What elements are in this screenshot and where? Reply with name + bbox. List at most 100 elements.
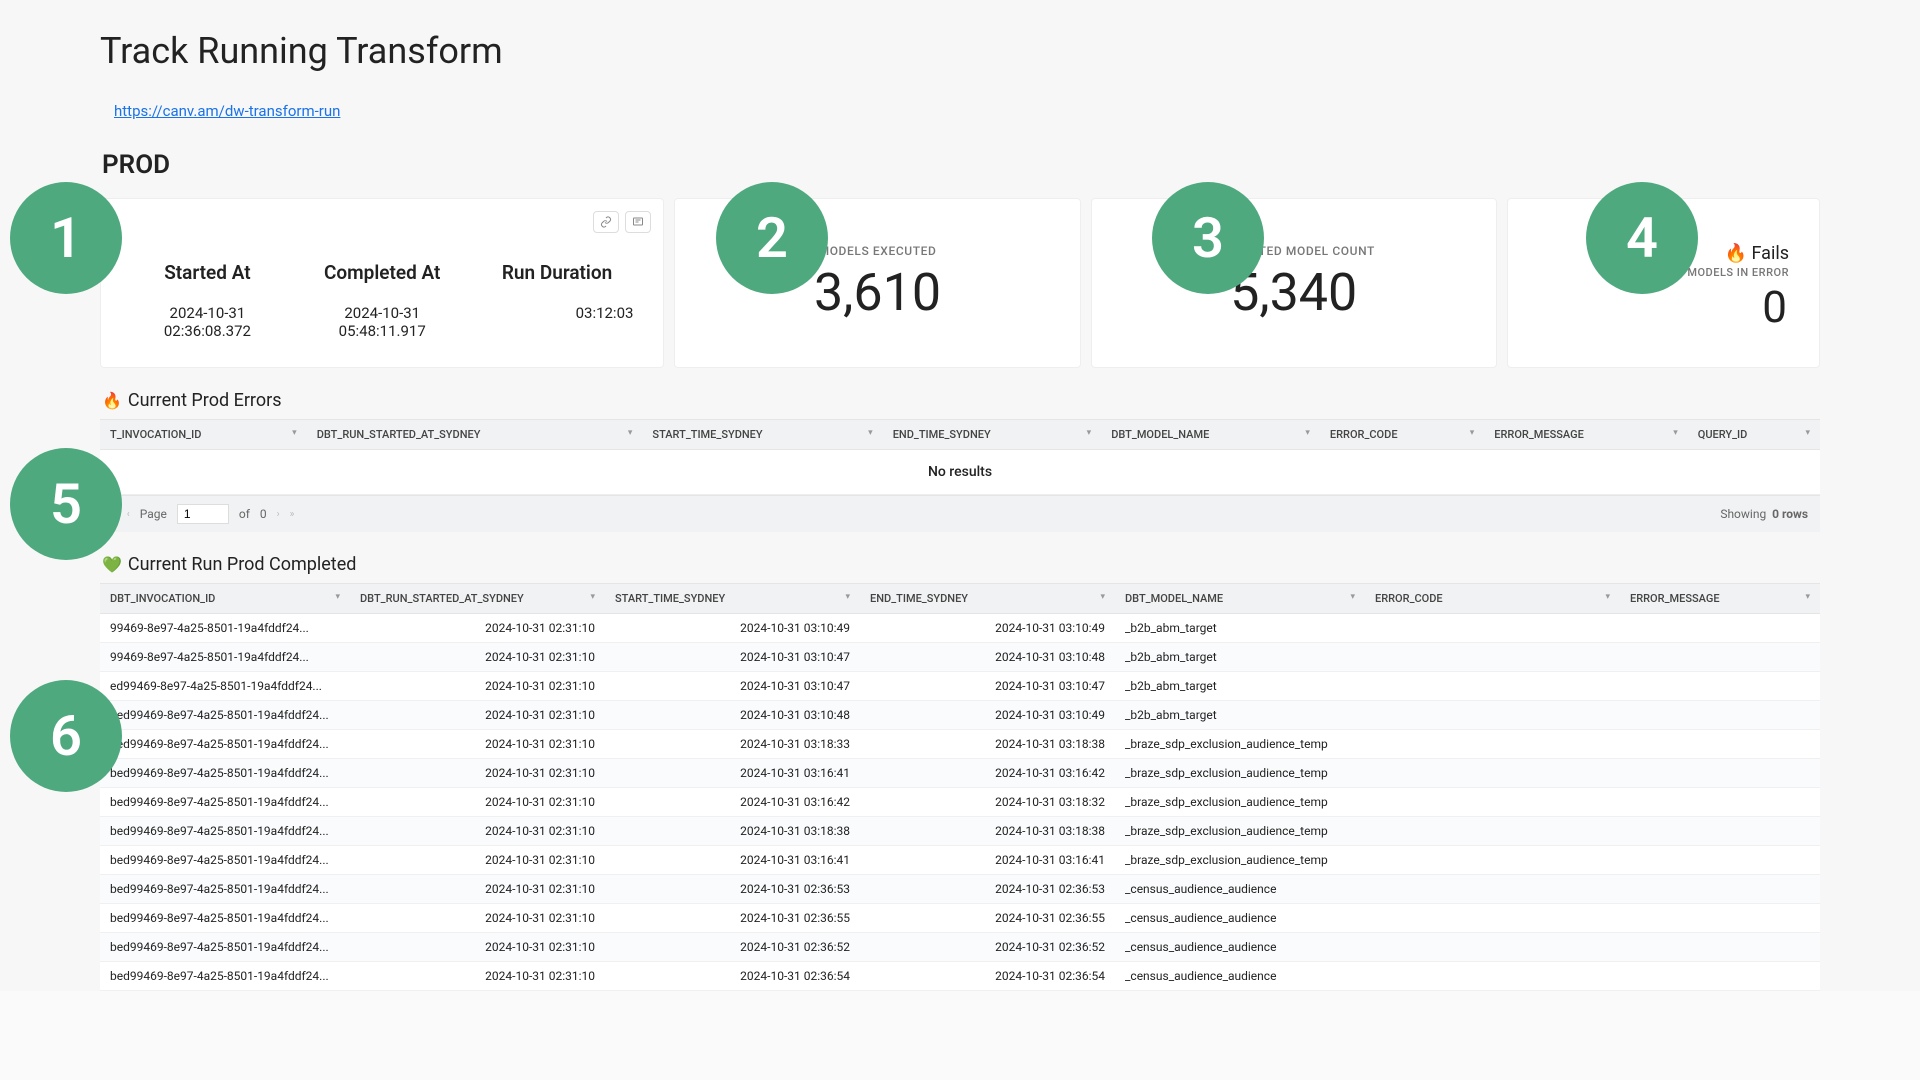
table-row[interactable]: bed99469-8e97-4a25-8501-19a4fddf24... 202… — [100, 962, 1820, 991]
table-cell: _census_audience_audience — [1115, 933, 1365, 962]
table-row[interactable]: 99469-8e97-4a25-8501-19a4fddf24...2024-1… — [100, 643, 1820, 672]
fails-sublabel: MODELS IN ERROR — [1687, 266, 1789, 279]
table-cell: 2024-10-31 02:31:10 — [350, 904, 605, 933]
pager-prev-icon[interactable]: ‹ — [127, 509, 130, 520]
table-cell: 2024-10-31 03:18:32 — [860, 788, 1115, 817]
table-cell: 2024-10-31 03:10:49 — [860, 614, 1115, 643]
errors-column-header[interactable]: T_INVOCATION_ID▾ — [100, 420, 307, 450]
table-row[interactable]: bed99469-8e97-4a25-8501-19a4fddf24...202… — [100, 788, 1820, 817]
table-cell: 2024-10-31 03:10:47 — [860, 672, 1115, 701]
table-cell: 2024-10-31 03:18:38 — [860, 817, 1115, 846]
errors-column-header[interactable]: ERROR_MESSAGE▾ — [1484, 420, 1687, 450]
table-cell — [1365, 875, 1620, 904]
completed-at-value: 2024-10-31 05:48:11.917 — [300, 304, 465, 340]
pager-showing-label: Showing — [1720, 507, 1766, 521]
fails-value: 0 — [1762, 283, 1789, 331]
pager-last-icon[interactable]: » — [290, 509, 295, 520]
pager-rows-text: 0 rows — [1772, 507, 1808, 521]
completed-column-header[interactable]: ERROR_CODE▾ — [1365, 584, 1620, 614]
table-cell — [1365, 817, 1620, 846]
table-cell — [1365, 643, 1620, 672]
run-meta-card: Started At Completed At Run Duration 202… — [100, 198, 664, 368]
table-cell: 2024-10-31 03:16:41 — [605, 846, 860, 875]
errors-column-header[interactable]: DBT_MODEL_NAME▾ — [1101, 420, 1320, 450]
table-cell: 2024-10-31 02:36:52 — [605, 933, 860, 962]
link-icon[interactable] — [593, 211, 619, 233]
table-row[interactable]: bed99469-8e97-4a25-8501-19a4fddf24...202… — [100, 933, 1820, 962]
table-row[interactable]: bed99469-8e97-4a25-8501-19a4fddf24...202… — [100, 875, 1820, 904]
table-cell: 2024-10-31 03:10:48 — [605, 701, 860, 730]
started-at-label: Started At — [125, 261, 290, 284]
errors-column-header[interactable]: DBT_RUN_STARTED_AT_SYDNEY▾ — [307, 420, 643, 450]
table-cell: 2024-10-31 02:31:10 — [350, 788, 605, 817]
table-cell — [1365, 846, 1620, 875]
table-cell — [1620, 817, 1820, 846]
completed-column-header[interactable]: DBT_RUN_STARTED_AT_SYDNEY▾ — [350, 584, 605, 614]
callout-badge-2: 2 — [716, 182, 828, 294]
table-cell: 2024-10-31 02:36:55 — [860, 904, 1115, 933]
callout-badge-4: 4 — [1586, 182, 1698, 294]
data-icon[interactable] — [625, 211, 651, 233]
table-cell: 2024-10-31 02:31:10 — [350, 701, 605, 730]
table-cell: 2024-10-31 02:31:10 — [350, 933, 605, 962]
table-cell: 99469-8e97-4a25-8501-19a4fddf24... — [100, 614, 350, 643]
table-cell: ed99469-8e97-4a25-8501-19a4fddf24... — [100, 672, 350, 701]
table-row[interactable]: bed99469-8e97-4a25-8501-19a4fddf24...202… — [100, 817, 1820, 846]
pager-page-label: Page — [140, 507, 167, 521]
run-duration-value: 03:12:03 — [475, 304, 640, 340]
errors-panel-title: 🔥 Current Prod Errors — [102, 390, 1820, 411]
table-cell: _census_audience_audience — [1115, 904, 1365, 933]
completed-table: DBT_INVOCATION_ID▾DBT_RUN_STARTED_AT_SYD… — [100, 583, 1820, 991]
fire-icon: 🔥 — [102, 391, 122, 410]
table-cell — [1365, 788, 1620, 817]
table-cell: 2024-10-31 02:31:10 — [350, 817, 605, 846]
pager-next-icon[interactable]: › — [277, 509, 280, 520]
completed-column-header[interactable]: ERROR_MESSAGE▾ — [1620, 584, 1820, 614]
table-row[interactable]: bed99469-8e97-4a25-8501-19a4fddf24...202… — [100, 730, 1820, 759]
table-cell: _braze_sdp_exclusion_audience_temp — [1115, 846, 1365, 875]
errors-column-header[interactable]: QUERY_ID▾ — [1688, 420, 1820, 450]
table-row[interactable]: bed99469-8e97-4a25-8501-19a4fddf24...202… — [100, 701, 1820, 730]
table-cell: 2024-10-31 03:18:38 — [605, 817, 860, 846]
estimated-count-card: ESTIMATED MODEL COUNT 5,340 — [1091, 198, 1497, 368]
table-cell: _braze_sdp_exclusion_audience_temp — [1115, 759, 1365, 788]
table-cell: 2024-10-31 02:31:10 — [350, 614, 605, 643]
table-row[interactable]: ed99469-8e97-4a25-8501-19a4fddf24...2024… — [100, 672, 1820, 701]
errors-column-header[interactable]: ERROR_CODE▾ — [1320, 420, 1484, 450]
table-cell: 2024-10-31 02:36:52 — [860, 933, 1115, 962]
table-cell: bed99469-8e97-4a25-8501-19a4fddf24... — [100, 701, 350, 730]
table-cell — [1620, 643, 1820, 672]
table-row[interactable]: 99469-8e97-4a25-8501-19a4fddf24...2024-1… — [100, 614, 1820, 643]
table-cell: bed99469-8e97-4a25-8501-19a4fddf24... — [100, 817, 350, 846]
table-cell — [1365, 614, 1620, 643]
table-cell: 2024-10-31 03:10:47 — [605, 672, 860, 701]
errors-column-header[interactable]: END_TIME_SYDNEY▾ — [883, 420, 1102, 450]
completed-column-header[interactable]: DBT_MODEL_NAME▾ — [1115, 584, 1365, 614]
completed-column-header[interactable]: DBT_INVOCATION_ID▾ — [100, 584, 350, 614]
completed-column-header[interactable]: END_TIME_SYDNEY▾ — [860, 584, 1115, 614]
table-cell: 2024-10-31 02:36:54 — [860, 962, 1115, 991]
completed-column-header[interactable]: START_TIME_SYDNEY▾ — [605, 584, 860, 614]
table-cell — [1365, 701, 1620, 730]
table-row[interactable]: bed99469-8e97-4a25-8501-19a4fddf24...202… — [100, 846, 1820, 875]
table-row[interactable]: bed99469-8e97-4a25-8501-19a4fddf24...202… — [100, 904, 1820, 933]
fails-title: 🔥 Fails — [1725, 243, 1789, 264]
table-row[interactable]: bed99469-8e97-4a25-8501-19a4fddf24...202… — [100, 759, 1820, 788]
table-cell: 2024-10-31 03:18:33 — [605, 730, 860, 759]
table-cell: bed99469-8e97-4a25-8501-19a4fddf24... — [100, 962, 350, 991]
table-cell — [1365, 759, 1620, 788]
table-cell — [1365, 933, 1620, 962]
errors-panel-title-text: Current Prod Errors — [128, 390, 282, 411]
completed-at-label: Completed At — [300, 261, 465, 284]
table-cell — [1620, 788, 1820, 817]
errors-column-header[interactable]: START_TIME_SYDNEY▾ — [642, 420, 882, 450]
table-cell: 2024-10-31 03:18:38 — [860, 730, 1115, 759]
table-cell: bed99469-8e97-4a25-8501-19a4fddf24... — [100, 846, 350, 875]
table-cell: 2024-10-31 02:31:10 — [350, 672, 605, 701]
transform-run-link[interactable]: https://canv.am/dw-transform-run — [100, 102, 340, 120]
errors-pager: « ‹ Page of 0 › » Showing 0 rows — [100, 495, 1820, 532]
pager-of-label: of — [239, 507, 250, 521]
table-cell: 2024-10-31 02:31:10 — [350, 643, 605, 672]
pager-page-input[interactable] — [177, 504, 229, 524]
table-cell: 2024-10-31 02:31:10 — [350, 846, 605, 875]
